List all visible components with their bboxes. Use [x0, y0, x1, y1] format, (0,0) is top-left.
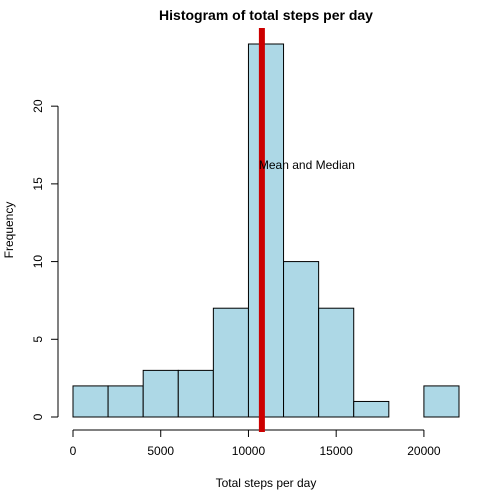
y-tick-label: 5 — [31, 336, 45, 343]
histogram-bar-4 — [212, 307, 249, 418]
mean-median-annotation: Mean and Median — [259, 158, 355, 172]
y-axis-label: Frequency — [2, 202, 16, 259]
chart-title: Histogram of total steps per day — [159, 7, 373, 23]
bars-group — [72, 43, 460, 418]
x-tick-label: 20000 — [407, 444, 441, 458]
x-axis-label: Total steps per day — [216, 476, 317, 490]
histogram-bar-5 — [247, 43, 285, 418]
y-axis: 0 5 10 15 20 — [31, 99, 59, 420]
y-tick-label: 20 — [31, 99, 45, 113]
histogram-bar-6 — [283, 261, 320, 418]
y-tick-label: 15 — [31, 177, 45, 191]
histogram-bar-10 — [423, 385, 460, 418]
histogram-bar-8 — [353, 400, 390, 418]
x-tick-label: 15000 — [319, 444, 353, 458]
histogram-bar-0 — [72, 385, 109, 418]
histogram-bar-7 — [318, 307, 355, 418]
x-axis: 0 5000 10000 15000 20000 — [70, 429, 441, 458]
x-tick-label: 0 — [70, 444, 77, 458]
mean-marker-group: Mean and Median — [258, 28, 355, 432]
y-tick-label: 0 — [31, 413, 45, 420]
histogram-bar-1 — [107, 385, 144, 418]
histogram-bar-3 — [177, 369, 214, 418]
histogram-bar-2 — [142, 369, 179, 418]
y-tick-label: 10 — [31, 255, 45, 269]
x-tick-label: 10000 — [232, 444, 266, 458]
x-tick-label: 5000 — [147, 444, 174, 458]
